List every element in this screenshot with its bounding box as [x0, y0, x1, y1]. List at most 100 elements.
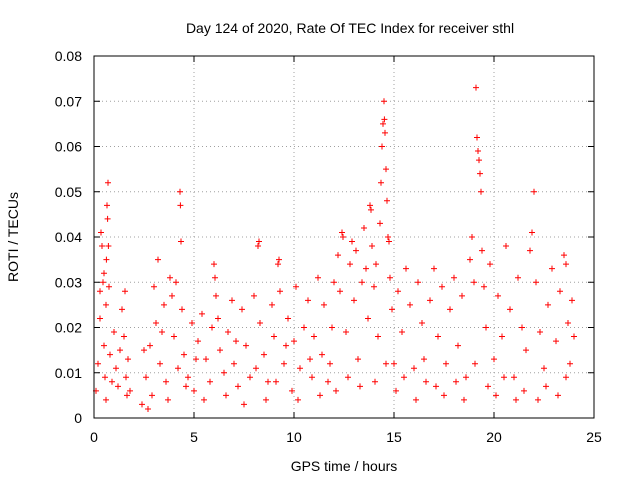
data-point — [98, 229, 104, 236]
y-tick-label: 0.08 — [55, 48, 82, 64]
data-point — [349, 238, 355, 245]
data-point — [474, 134, 480, 141]
data-point — [503, 243, 509, 250]
data-point — [107, 351, 113, 358]
data-point — [283, 342, 289, 349]
data-point — [455, 342, 461, 349]
data-point — [183, 383, 189, 390]
data-point — [191, 387, 197, 394]
data-point — [353, 247, 359, 254]
data-point — [555, 392, 561, 399]
data-point — [563, 374, 569, 381]
data-point — [309, 374, 315, 381]
data-point — [207, 378, 213, 385]
data-point — [185, 374, 191, 381]
data-point — [195, 338, 201, 345]
data-point — [325, 378, 331, 385]
data-point — [289, 387, 295, 394]
data-point — [233, 338, 239, 345]
data-point — [311, 333, 317, 340]
data-point — [109, 378, 115, 385]
data-point — [473, 84, 479, 91]
data-point — [363, 265, 369, 272]
data-point — [421, 356, 427, 363]
y-tick-label: 0.01 — [55, 365, 82, 381]
data-point — [231, 360, 237, 367]
data-point — [97, 315, 103, 322]
data-point — [189, 319, 195, 326]
data-point — [179, 306, 185, 313]
data-point — [171, 333, 177, 340]
data-point — [357, 383, 363, 390]
data-point — [481, 283, 487, 290]
data-point — [281, 360, 287, 367]
y-tick-label: 0 — [74, 410, 82, 426]
data-point — [531, 188, 537, 195]
data-point — [511, 374, 517, 381]
data-point — [387, 274, 393, 281]
data-point — [201, 396, 207, 403]
axis-ticks: 0 0.01 0.02 0.03 0.04 0.05 0.06 0.07 0.08 0 5 10 15 2… — [55, 48, 602, 445]
data-point — [256, 238, 262, 245]
data-point — [151, 283, 157, 290]
grid — [94, 56, 594, 418]
data-point — [243, 342, 249, 349]
data-point — [403, 265, 409, 272]
data-point — [541, 365, 547, 372]
data-point — [433, 383, 439, 390]
data-point — [241, 401, 247, 408]
data-point — [167, 274, 173, 281]
data-point — [251, 292, 257, 299]
data-point — [209, 324, 215, 331]
data-point — [117, 347, 123, 354]
data-point — [529, 229, 535, 236]
data-point — [384, 197, 390, 204]
data-point — [368, 206, 374, 213]
data-point — [104, 202, 110, 209]
data-point — [221, 369, 227, 376]
data-point — [419, 319, 425, 326]
data-point — [122, 288, 128, 295]
data-point — [327, 360, 333, 367]
data-point — [225, 329, 231, 336]
data-point — [401, 374, 407, 381]
data-point — [106, 283, 112, 290]
data-point — [413, 396, 419, 403]
data-point — [467, 256, 473, 263]
data-point — [379, 143, 385, 150]
data-point — [571, 333, 577, 340]
data-point — [297, 365, 303, 372]
data-point — [235, 383, 241, 390]
data-point — [121, 333, 127, 340]
data-point — [371, 283, 377, 290]
data-point — [535, 396, 541, 403]
data-point — [549, 265, 555, 272]
data-point — [217, 347, 223, 354]
data-point — [329, 324, 335, 331]
data-point — [145, 405, 151, 412]
x-tick-label: 10 — [286, 429, 302, 445]
data-point — [367, 202, 373, 209]
data-point — [317, 392, 323, 399]
data-point — [537, 329, 543, 336]
data-point — [469, 234, 475, 240]
data-point — [104, 215, 111, 222]
data-point — [229, 297, 235, 304]
data-point — [471, 279, 477, 286]
data-point — [169, 292, 175, 299]
data-point — [545, 301, 551, 308]
data-point — [355, 356, 361, 363]
data-point — [255, 243, 261, 250]
data-point — [265, 378, 271, 385]
x-tick-label: 25 — [586, 429, 602, 445]
data-point — [102, 374, 108, 381]
data-point — [105, 179, 111, 186]
data-point — [369, 243, 375, 250]
data-point — [97, 288, 103, 295]
data-point — [165, 396, 171, 403]
data-point — [159, 329, 165, 336]
data-point — [389, 306, 395, 313]
data-point — [380, 120, 386, 127]
data-point — [386, 238, 392, 245]
data-point — [177, 188, 183, 195]
